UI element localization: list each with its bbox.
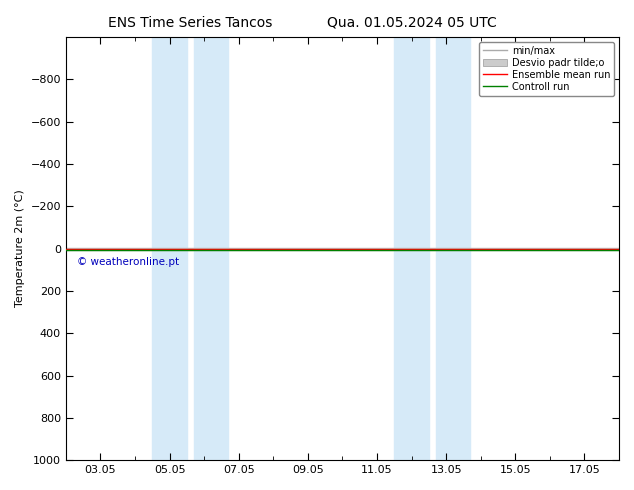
Bar xyxy=(436,37,470,460)
Legend: min/max, Desvio padr tilde;o, Ensemble mean run, Controll run: min/max, Desvio padr tilde;o, Ensemble m… xyxy=(479,42,614,96)
Text: © weatheronline.pt: © weatheronline.pt xyxy=(77,257,179,267)
Bar xyxy=(394,37,429,460)
Text: Qua. 01.05.2024 05 UTC: Qua. 01.05.2024 05 UTC xyxy=(327,16,497,30)
Bar xyxy=(194,37,228,460)
Bar xyxy=(152,37,187,460)
Text: ENS Time Series Tancos: ENS Time Series Tancos xyxy=(108,16,273,30)
Y-axis label: Temperature 2m (°C): Temperature 2m (°C) xyxy=(15,190,25,307)
